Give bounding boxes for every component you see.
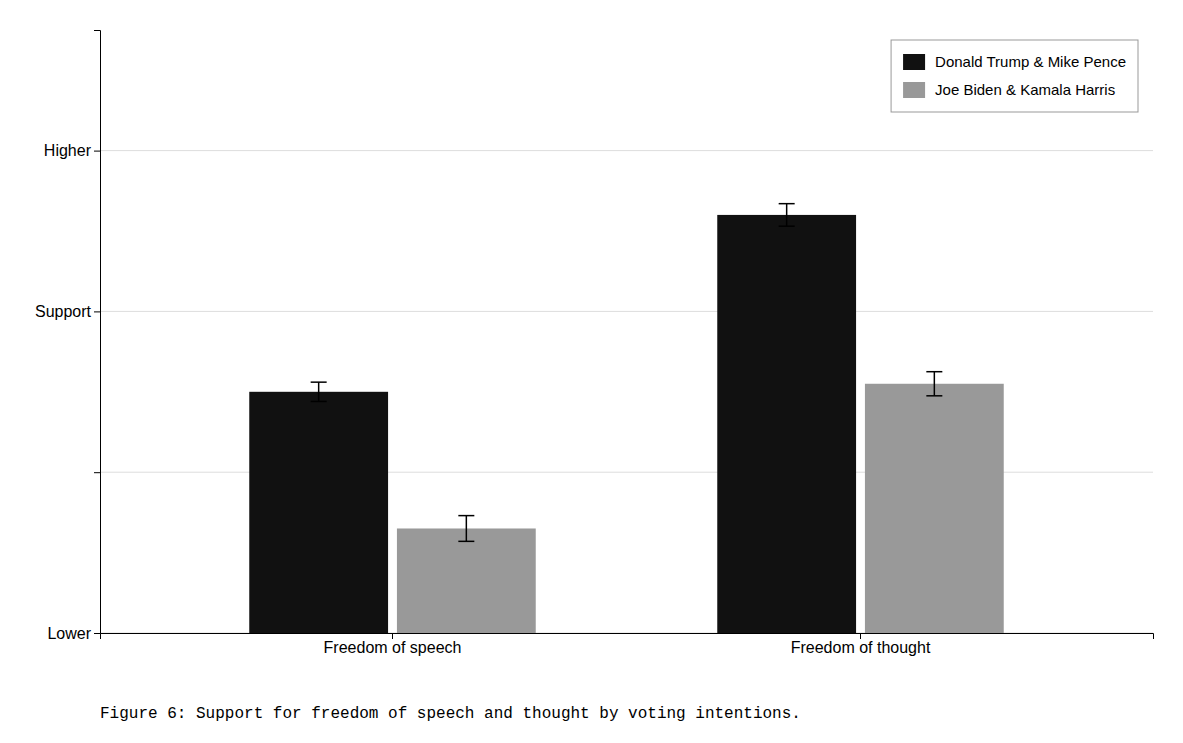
bar xyxy=(717,215,856,633)
x-tick-mark xyxy=(392,633,393,639)
bar xyxy=(865,384,1004,633)
error-cap xyxy=(458,541,474,543)
x-tick-mark xyxy=(860,633,861,639)
x-tick: Freedom of thought xyxy=(791,633,931,656)
error-cap xyxy=(926,395,942,397)
error-cap xyxy=(311,381,327,383)
y-tick-mark xyxy=(94,311,100,312)
error-cap xyxy=(779,225,795,227)
y-tick: Higher xyxy=(44,142,100,159)
x-tick: Freedom of speech xyxy=(324,633,462,656)
error-cap xyxy=(458,515,474,517)
grid xyxy=(100,151,1153,633)
x-tick-label: Freedom of thought xyxy=(791,639,931,656)
legend-box xyxy=(891,40,1138,112)
series xyxy=(249,204,856,633)
grid-line xyxy=(100,150,1153,151)
y-tick-label: Lower xyxy=(47,625,91,642)
marks xyxy=(249,204,1003,633)
y-tick-label: Support xyxy=(35,303,92,320)
y-tick-mark xyxy=(94,633,100,634)
y-tick-mark xyxy=(94,151,100,152)
legend-item: Donald Trump & Mike Pence xyxy=(903,53,1126,70)
error-cap xyxy=(926,371,942,373)
legend-item: Joe Biden & Kamala Harris xyxy=(903,81,1115,98)
legend-swatch xyxy=(903,54,925,70)
error-line xyxy=(786,204,788,227)
bar xyxy=(397,528,536,633)
y-axis-line xyxy=(94,31,101,634)
y-tick xyxy=(94,472,100,473)
title: Figure 6: Support for freedom of speech … xyxy=(100,705,801,723)
error-cap xyxy=(779,203,795,205)
legend-swatch xyxy=(903,82,925,98)
error-bar xyxy=(926,372,942,396)
y-tick-label: Higher xyxy=(44,142,92,159)
x-tick-label: Freedom of speech xyxy=(324,639,462,656)
y-axis: Lower Support Higher xyxy=(35,31,101,642)
grid-line xyxy=(100,311,1153,312)
error-line xyxy=(934,372,936,396)
y-tick: Lower xyxy=(47,625,100,642)
y-tick: Support xyxy=(35,303,100,320)
error-line xyxy=(466,516,468,542)
error-bar xyxy=(458,516,474,542)
error-line xyxy=(318,382,320,401)
error-bar xyxy=(311,382,327,401)
y-tick-mark xyxy=(94,472,100,473)
series xyxy=(397,372,1004,633)
plot: LowerSupportHigherFreedom of speechFreed… xyxy=(35,31,1154,657)
error-cap xyxy=(311,401,327,403)
bar xyxy=(249,392,388,633)
legend-label: Joe Biden & Kamala Harris xyxy=(935,81,1115,98)
chart: LowerSupportHigherFreedom of speechFreed… xyxy=(0,0,1183,743)
x-axis: Freedom of speech Freedom of thought xyxy=(101,633,1154,656)
x-axis-line xyxy=(101,634,1154,640)
legend-label: Donald Trump & Mike Pence xyxy=(935,53,1126,70)
legend: Donald Trump & Mike Pence Joe Biden & Kam… xyxy=(891,40,1138,112)
error-bar xyxy=(779,204,795,227)
